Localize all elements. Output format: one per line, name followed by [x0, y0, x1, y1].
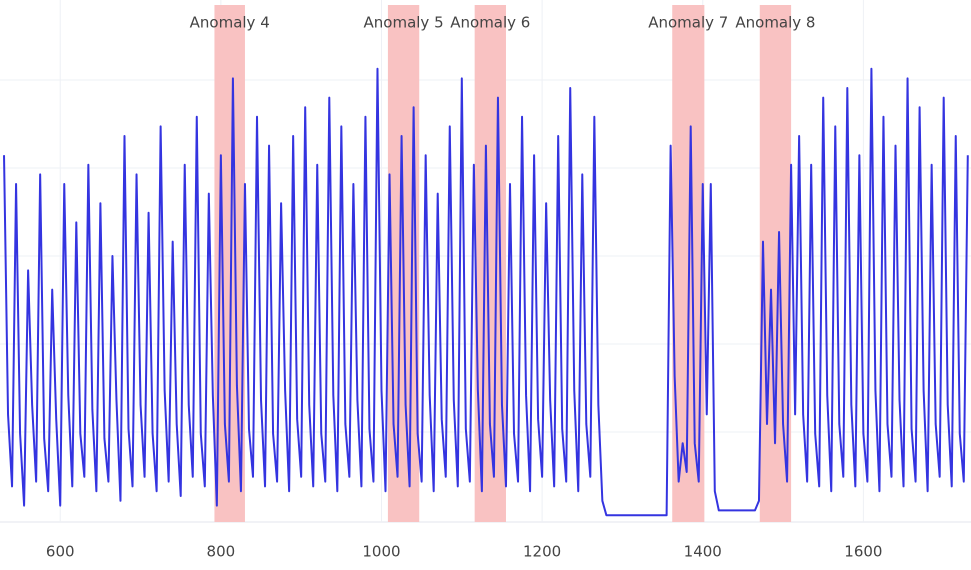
x-tick-label: 1600 [844, 543, 882, 561]
x-tick-label: 1400 [684, 543, 722, 561]
anomaly-label: Anomaly 6 [450, 14, 530, 32]
x-tick-label: 600 [46, 543, 75, 561]
anomaly-label: Anomaly 7 [648, 14, 728, 32]
anomaly-label: Anomaly 5 [364, 14, 444, 32]
series-line [3, 67, 969, 517]
anomaly-band [759, 5, 792, 522]
anomaly-label: Anomaly 4 [190, 14, 270, 32]
x-tick-label: 800 [207, 543, 236, 561]
anomaly-label: Anomaly 8 [735, 14, 815, 32]
x-tick-label: 1000 [362, 543, 400, 561]
x-tick-label: 1200 [523, 543, 561, 561]
